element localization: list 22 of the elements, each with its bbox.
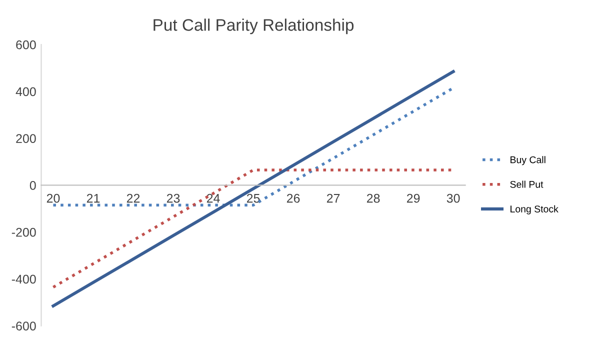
legend-label: Long Stock <box>510 205 558 214</box>
x-tick-label: 22 <box>126 194 140 203</box>
y-tick-label: 0 <box>30 181 36 190</box>
y-tick-label: 400 <box>16 87 36 96</box>
x-tick-label: 28 <box>366 194 380 203</box>
y-tick-label: -400 <box>12 274 36 284</box>
x-tick-label: 27 <box>326 194 340 203</box>
x-tick-label: 23 <box>166 194 180 203</box>
y-tick-label: 200 <box>16 134 36 143</box>
legend-label: Sell Put <box>510 180 544 188</box>
x-tick-label: 25 <box>246 194 260 203</box>
x-tick-label: 26 <box>286 194 300 203</box>
x-tick-label: 21 <box>86 194 100 203</box>
x-tick-label: 29 <box>406 194 420 203</box>
y-tick-label: -200 <box>12 228 36 237</box>
y-tick-label: -600 <box>12 322 36 330</box>
chart-title: Put Call Parity Relationship <box>154 18 354 34</box>
y-tick-label: 600 <box>16 40 36 50</box>
x-tick-label: 20 <box>46 194 60 203</box>
x-tick-label: 30 <box>446 194 460 203</box>
legend-label: Buy Call <box>510 156 546 166</box>
x-tick-label: 24 <box>206 194 220 203</box>
